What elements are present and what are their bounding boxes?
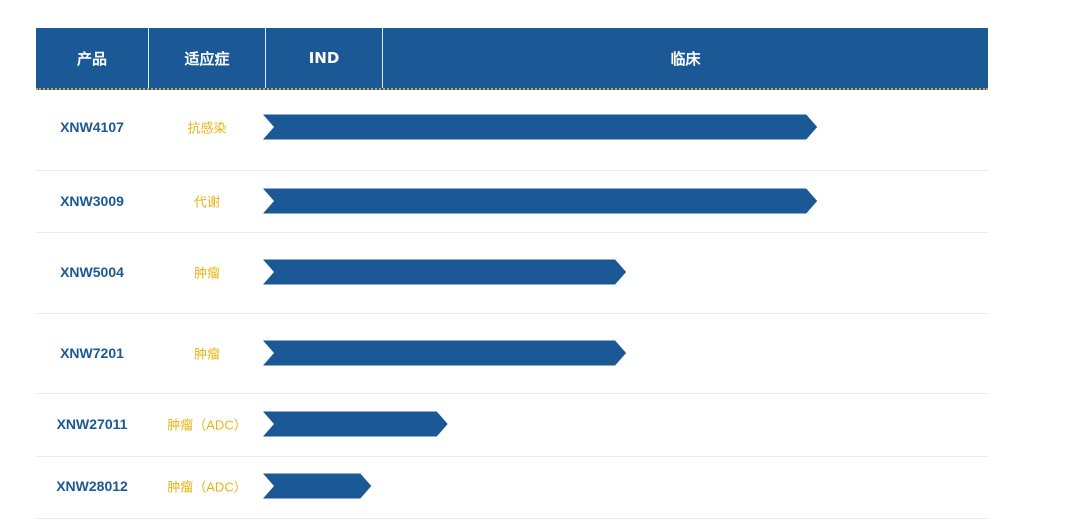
- pipeline-header: 产品 适应症 IND 临床: [36, 28, 988, 90]
- progress-bar: [263, 473, 372, 499]
- row-divider: [36, 456, 988, 457]
- product-name: XNW28012: [56, 478, 128, 494]
- product-name: XNW27011: [56, 416, 128, 432]
- header-divider: [382, 28, 383, 88]
- indication-label: 抗感染: [187, 120, 227, 136]
- progress-bar: [263, 411, 448, 437]
- header-divider: [265, 28, 266, 88]
- indication-label: 肿瘤: [193, 265, 220, 281]
- indication-label: 肿瘤: [193, 346, 220, 362]
- product-name: XNW7201: [60, 345, 124, 361]
- indication-label: 代谢: [193, 194, 220, 210]
- header-ind: IND: [308, 49, 340, 67]
- progress-bar: [263, 114, 818, 140]
- row-divider: [36, 313, 988, 314]
- header-indication: 适应症: [184, 49, 230, 68]
- header-clinical: 临床: [670, 49, 701, 68]
- progress-bar: [263, 188, 818, 214]
- row-divider: [36, 170, 988, 171]
- product-name: XNW4107: [60, 119, 124, 135]
- row-divider: [36, 393, 988, 394]
- progress-bar: [263, 340, 627, 366]
- header-product: 产品: [76, 49, 107, 68]
- row-divider: [36, 232, 988, 233]
- product-name: XNW5004: [60, 264, 124, 280]
- header-divider: [148, 28, 149, 88]
- row-divider: [36, 518, 988, 519]
- product-name: XNW3009: [60, 193, 124, 209]
- progress-bar: [263, 259, 627, 285]
- indication-label: 肿瘤（ADC）: [167, 479, 247, 495]
- indication-label: 肿瘤（ADC）: [167, 417, 247, 433]
